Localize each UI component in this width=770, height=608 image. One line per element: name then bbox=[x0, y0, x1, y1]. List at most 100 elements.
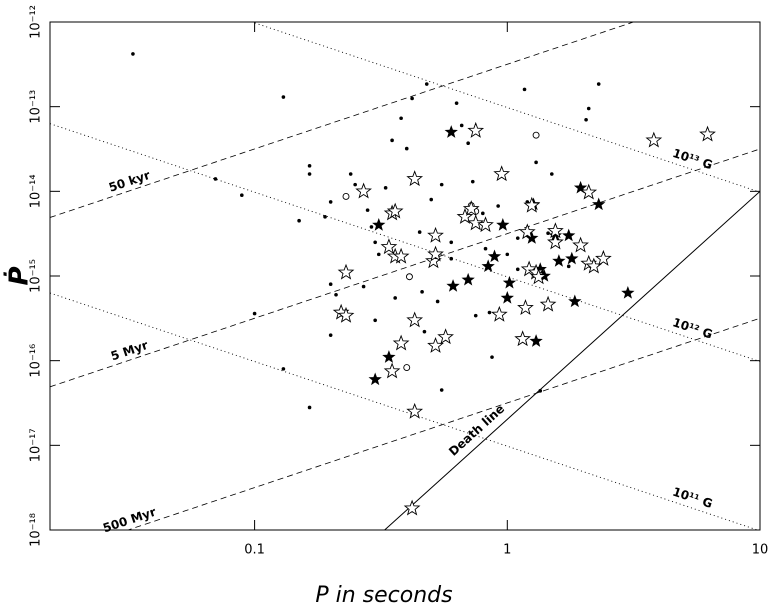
age-label: 500 Myr bbox=[101, 505, 158, 536]
open-star bbox=[462, 200, 480, 217]
pulsar-dot bbox=[281, 367, 286, 371]
pulsar-dot bbox=[546, 231, 550, 236]
pulsar-dot bbox=[240, 193, 244, 198]
open-star bbox=[427, 336, 444, 353]
reference-lines bbox=[50, 22, 760, 530]
y-tick-label: 10⁻¹⁸ bbox=[29, 513, 44, 547]
open-star bbox=[427, 226, 444, 243]
open-star bbox=[392, 334, 410, 351]
pulsar-dot bbox=[252, 311, 257, 316]
pulsar-dot bbox=[439, 388, 444, 392]
filled-star bbox=[487, 249, 502, 263]
open-star bbox=[406, 311, 424, 328]
field-line bbox=[50, 123, 760, 362]
pulsar-dot bbox=[307, 405, 312, 410]
open-star bbox=[523, 196, 541, 213]
open-star bbox=[518, 223, 536, 240]
filled-star bbox=[533, 262, 547, 275]
open-star bbox=[337, 263, 355, 280]
pulsar-dot bbox=[307, 164, 312, 168]
filled-star bbox=[444, 125, 458, 138]
pulsar-dot bbox=[515, 267, 520, 272]
open-star bbox=[580, 183, 598, 200]
filled-star bbox=[592, 197, 606, 211]
pulsar-dot bbox=[496, 204, 500, 208]
x-tick-label: 10 bbox=[752, 543, 769, 558]
pulsar-dot bbox=[376, 252, 381, 257]
y-tick-label: 10⁻¹⁴ bbox=[29, 174, 44, 208]
pulsar-dot bbox=[369, 225, 374, 229]
pulsar-dot bbox=[490, 355, 494, 359]
filled-star bbox=[500, 290, 514, 304]
pulsar-dot bbox=[549, 172, 554, 176]
pulsar-dot bbox=[393, 296, 397, 300]
open-star bbox=[699, 125, 716, 142]
open-star bbox=[355, 182, 372, 199]
pulsar-dot bbox=[534, 160, 538, 165]
open-star bbox=[539, 295, 557, 312]
age-label: 5 Myr bbox=[109, 338, 150, 363]
filled-star bbox=[372, 218, 386, 231]
open-circle bbox=[403, 364, 411, 371]
pulsar-dot bbox=[584, 117, 588, 122]
pulsar-dot bbox=[390, 138, 394, 143]
pulsar-dot bbox=[439, 182, 444, 187]
filled-star bbox=[568, 294, 582, 308]
open-star bbox=[383, 362, 401, 379]
pulsar-dot bbox=[348, 172, 353, 176]
pulsar-dot bbox=[454, 101, 459, 105]
open-star bbox=[403, 499, 421, 516]
death-line-label: Death line bbox=[446, 402, 507, 459]
pulsar-dot bbox=[505, 252, 510, 257]
x-axis-title: P in seconds bbox=[315, 583, 452, 608]
field-line bbox=[250, 22, 760, 193]
filled-star bbox=[621, 285, 635, 299]
pulsar-dot bbox=[538, 389, 543, 393]
death-line bbox=[384, 190, 760, 530]
pulsar-dot bbox=[373, 318, 377, 323]
pulsar-dot bbox=[586, 106, 591, 111]
pulsar-dot bbox=[449, 240, 454, 245]
open-star bbox=[572, 236, 589, 253]
age-line bbox=[50, 22, 635, 218]
open-star bbox=[456, 208, 474, 224]
filled-star bbox=[481, 259, 495, 273]
x-tick-label: 0.1 bbox=[244, 543, 265, 558]
pulsar-dot bbox=[323, 215, 327, 219]
pulsar-dot bbox=[473, 313, 478, 318]
filled-star bbox=[565, 251, 579, 265]
filled-star bbox=[562, 228, 576, 242]
pulsar-dot bbox=[596, 82, 601, 86]
open-star bbox=[477, 216, 494, 233]
pulsar-dot bbox=[481, 211, 485, 216]
filled-star bbox=[382, 350, 396, 363]
y-tick-label: 10⁻¹³ bbox=[29, 90, 44, 124]
pulsar-dot bbox=[307, 172, 312, 176]
open-star bbox=[406, 402, 424, 419]
pulsar-dot bbox=[297, 218, 301, 223]
filled-star bbox=[529, 334, 543, 347]
open-star bbox=[392, 247, 410, 264]
age-line bbox=[126, 317, 760, 530]
pulsar-dot bbox=[566, 264, 571, 269]
pulsar-dot bbox=[420, 290, 424, 294]
x-tick-label: 1 bbox=[503, 543, 511, 558]
pulsar-dot bbox=[365, 208, 370, 212]
pulsar-dot bbox=[522, 87, 527, 92]
filled-star bbox=[502, 275, 517, 289]
open-star bbox=[520, 260, 538, 277]
open-star bbox=[595, 249, 612, 266]
filled-star bbox=[368, 372, 382, 386]
pulsar-dot bbox=[361, 284, 366, 289]
pulsar-dot bbox=[466, 141, 470, 146]
pulsar-dot bbox=[399, 116, 403, 121]
open-star bbox=[406, 170, 424, 187]
pulsar-dot bbox=[410, 96, 414, 101]
filled-star bbox=[461, 272, 475, 286]
open-star bbox=[514, 330, 531, 347]
pulsar-dot bbox=[483, 246, 488, 251]
pulsar-dot bbox=[328, 200, 333, 204]
open-star bbox=[490, 305, 508, 322]
open-star bbox=[467, 214, 485, 231]
pulsar-dot bbox=[515, 236, 520, 240]
